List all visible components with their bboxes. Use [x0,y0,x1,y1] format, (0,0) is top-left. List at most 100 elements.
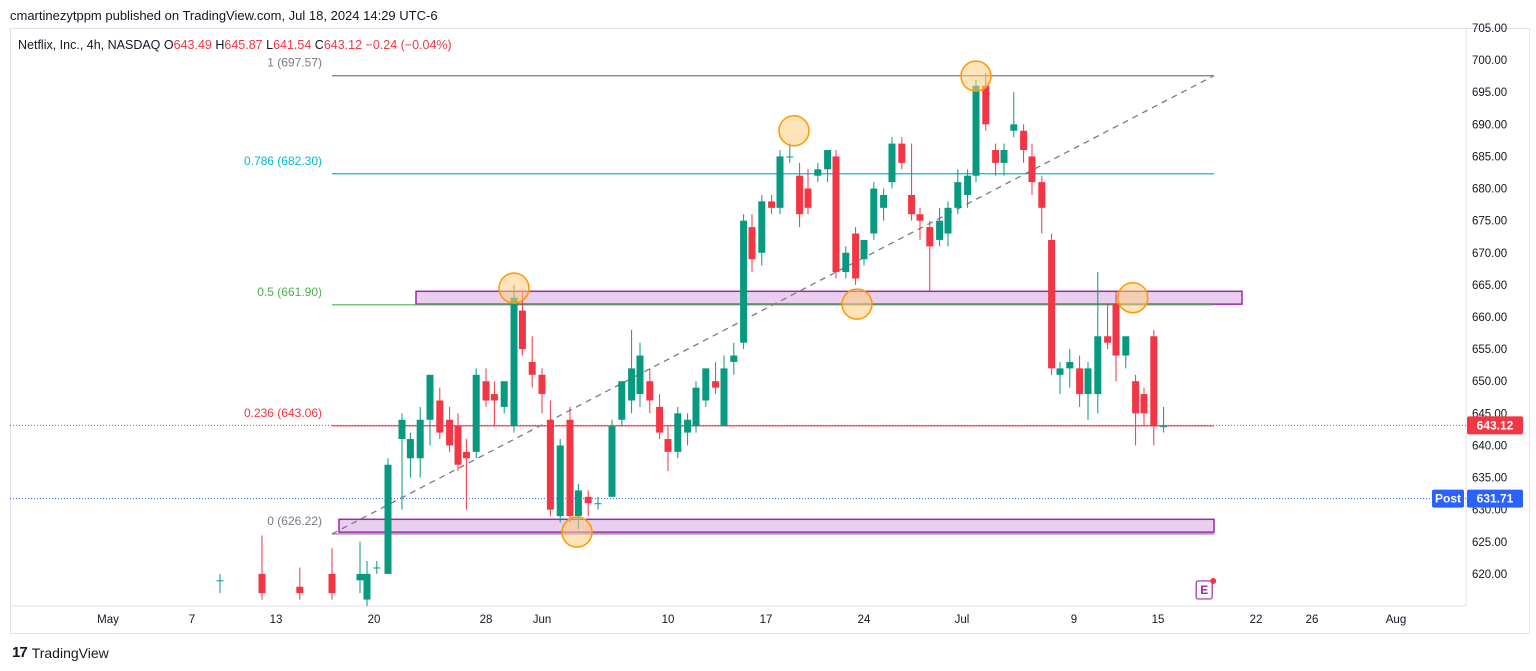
candle-body [720,368,728,427]
candle-body [796,175,804,215]
candle-body [768,201,776,208]
candle-body [1084,368,1092,395]
candle-body [406,439,414,459]
candle-body [786,156,794,158]
x-tick-label: 13 [270,614,283,626]
x-tick-label: May [97,614,119,626]
chart-legend: Netflix, Inc., 4h, NASDAQ O643.49 H645.8… [18,38,452,52]
candle-body [556,445,564,517]
candle-body [814,169,822,176]
candle-body [1104,336,1112,343]
price-tag-label: Post [1435,492,1461,506]
candle-body [964,175,972,195]
candle-body [546,419,554,510]
candle-body [384,464,392,574]
candle-body [1028,156,1036,183]
candle-body [730,355,738,362]
y-tick-label: 620.00 [1472,569,1507,581]
candle-body [824,150,832,170]
candle-body [1066,361,1074,369]
sr-zone [338,518,1215,533]
candle-body [692,387,700,427]
price-tag-bg [1467,489,1523,508]
candle-body [1160,426,1168,428]
legend-open-label: O [163,38,174,52]
legend-open-value: 643.49 [173,38,212,52]
legend-change: −0.24 (−0.04%) [365,38,452,52]
candle-body [446,419,454,446]
legend-close-label: C [314,38,324,52]
x-tick-label: 7 [189,614,195,626]
candle-body [1038,182,1046,208]
fib-level-label: 0.5 (661.90) [257,285,322,299]
published-caption: cmartinezytppm published on TradingView.… [10,8,438,23]
y-tick-label: 700.00 [1472,55,1507,67]
candle-body [398,419,406,440]
candle-body [776,156,784,208]
y-tick-label: 680.00 [1472,184,1507,196]
x-tick-label: 22 [1250,614,1263,626]
fib-level-label: 0 (626.22) [267,514,322,528]
x-tick-label: 17 [760,614,773,626]
candle-body [628,368,636,401]
candle-body [712,381,720,388]
y-tick-label: 675.00 [1472,216,1507,228]
candle-body [608,426,616,497]
candle-body [954,182,962,208]
y-tick-label: 685.00 [1472,151,1507,163]
y-tick-label: 705.00 [1472,23,1507,35]
price-tag-value: 643.12 [1477,418,1514,432]
candle-body [258,573,266,594]
candle-body [992,150,1000,163]
candle-body [926,227,934,247]
y-tick-label: 625.00 [1472,537,1507,549]
candle-body [1122,336,1130,356]
legend-high-value: 645.87 [224,38,263,52]
candle-body [1140,394,1148,414]
candle-body [472,374,480,452]
legend-low-value: 641.54 [273,38,312,52]
candle-body [674,413,682,452]
candle-body [870,188,878,234]
fib-level-label: 1 (697.57) [267,56,322,70]
candle-body [500,381,508,407]
highlight-circle [841,288,873,320]
candle-body [684,419,692,433]
candle-body [216,580,224,582]
candle-body [328,573,336,594]
tradingview-footer[interactable]: 17 TradingView [12,644,109,661]
x-tick-label: Jul [955,614,970,626]
fib-level-label: 0.236 (643.06) [244,406,322,420]
candle-body [646,381,654,401]
candle-body [888,143,896,183]
x-tick-label: 26 [1306,614,1319,626]
candle-body [898,143,906,163]
candle-body [748,227,756,260]
candle-body [1048,239,1056,369]
x-tick-label: Jun [533,614,552,626]
candle-body [944,207,952,234]
candle-body [1020,130,1028,151]
candle-body [528,361,536,375]
candle-body [758,201,766,253]
candle-body [740,220,748,343]
price-tag-label-bg [1432,489,1464,508]
x-tick-label: 20 [368,614,381,626]
y-tick-label: 650.00 [1472,376,1507,388]
candle-body [618,381,626,420]
candle-body [566,419,574,517]
x-tick-label: 9 [1071,614,1077,626]
earnings-dot-icon [1210,577,1217,584]
x-tick-label: Aug [1386,614,1406,626]
x-tick-label: 10 [662,614,675,626]
legend-low-label: L [266,38,274,52]
earnings-icon-letter: E [1200,583,1208,597]
tradingview-brand: TradingView [31,644,109,661]
candle-body [1112,304,1120,356]
legend-symbol: Netflix, Inc., 4h, NASDAQ [18,38,161,52]
candle-body [416,419,424,459]
candle-body [972,85,980,176]
candle-body [1132,381,1140,414]
candle-body [518,310,526,350]
